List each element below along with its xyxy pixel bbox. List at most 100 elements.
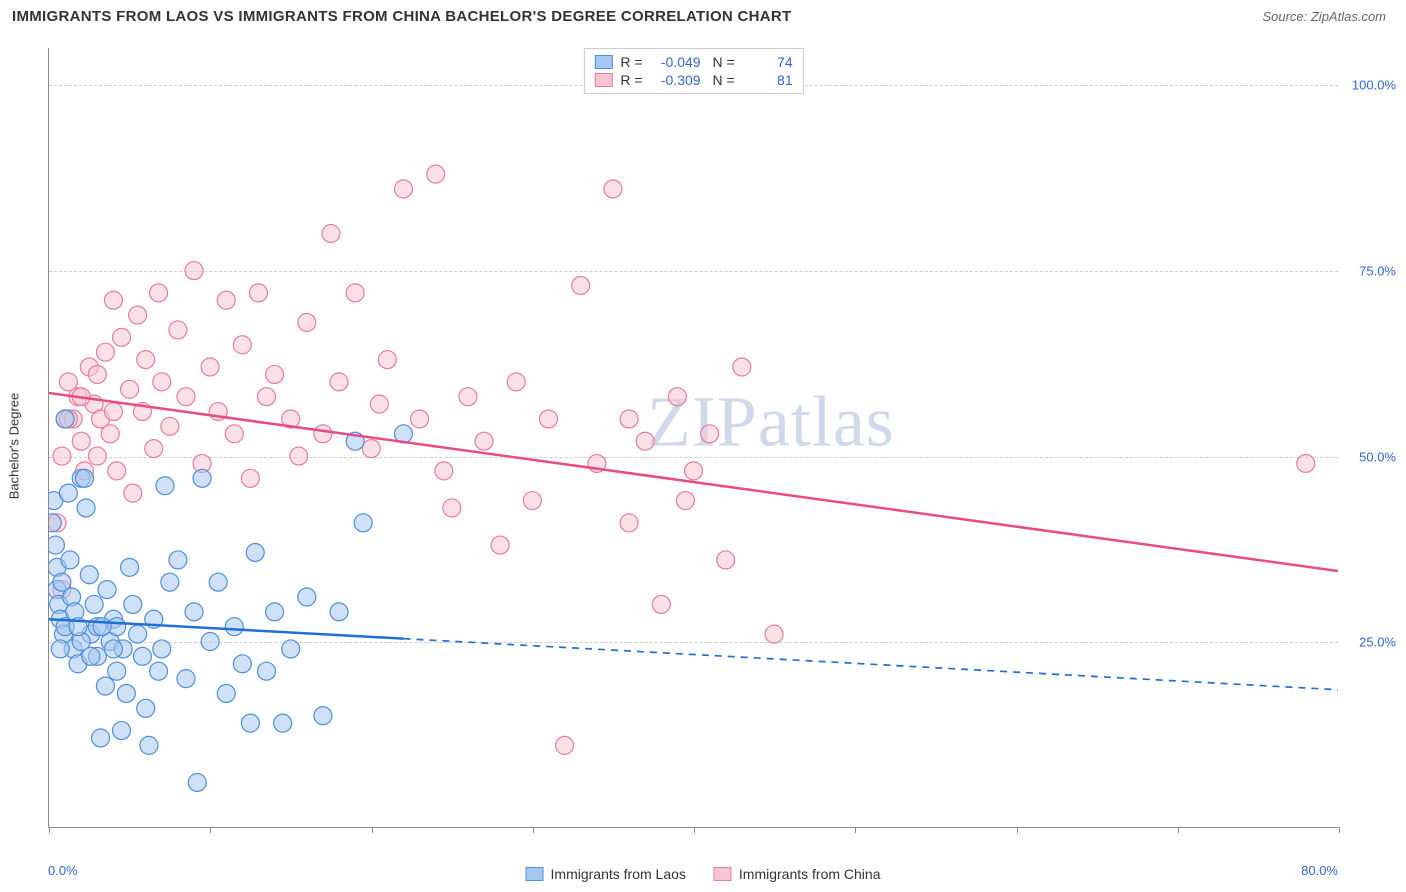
data-point	[49, 514, 61, 532]
data-point	[362, 440, 380, 458]
data-point	[427, 165, 445, 183]
data-point	[61, 551, 79, 569]
x-tick	[855, 827, 856, 833]
data-point	[765, 625, 783, 643]
data-point	[85, 595, 103, 613]
series-legend: Immigrants from Laos Immigrants from Chi…	[526, 866, 881, 882]
data-point	[733, 358, 751, 376]
data-point	[161, 417, 179, 435]
data-point	[82, 647, 100, 665]
x-tick	[1017, 827, 1018, 833]
data-point	[117, 684, 135, 702]
data-point	[161, 573, 179, 591]
data-point	[169, 321, 187, 339]
swatch-laos	[594, 55, 612, 69]
data-point	[49, 536, 64, 554]
data-point	[298, 588, 316, 606]
data-point	[1297, 454, 1315, 472]
data-point	[274, 714, 292, 732]
data-point	[96, 677, 114, 695]
data-point	[298, 314, 316, 332]
data-point	[121, 558, 139, 576]
data-point	[258, 388, 276, 406]
data-point	[145, 440, 163, 458]
data-point	[51, 640, 69, 658]
data-point	[153, 640, 171, 658]
data-point	[88, 365, 106, 383]
data-point	[113, 722, 131, 740]
data-point	[411, 410, 429, 428]
swatch-china	[594, 73, 612, 87]
x-tick	[49, 827, 50, 833]
data-point	[330, 373, 348, 391]
x-axis-min-label: 0.0%	[48, 863, 78, 878]
data-point	[225, 425, 243, 443]
data-point	[394, 180, 412, 198]
data-point	[233, 655, 251, 673]
data-point	[133, 647, 151, 665]
legend-item-laos: Immigrants from Laos	[526, 866, 686, 882]
data-point	[266, 603, 284, 621]
data-point	[193, 469, 211, 487]
data-point	[201, 358, 219, 376]
data-point	[668, 388, 686, 406]
data-point	[378, 351, 396, 369]
data-point	[217, 291, 235, 309]
data-point	[249, 284, 267, 302]
data-point	[539, 410, 557, 428]
data-point	[108, 662, 126, 680]
data-point	[246, 544, 264, 562]
data-point	[314, 707, 332, 725]
data-point	[137, 699, 155, 717]
data-point	[443, 499, 461, 517]
x-axis-max-label: 80.0%	[1301, 863, 1338, 878]
swatch-laos-2	[526, 867, 544, 881]
r-value-china: -0.309	[651, 72, 701, 88]
data-point	[491, 536, 509, 554]
data-point	[241, 469, 259, 487]
data-point	[75, 469, 93, 487]
regression-line-extrapolated	[403, 639, 1338, 690]
data-point	[314, 425, 332, 443]
data-point	[92, 729, 110, 747]
data-point	[233, 336, 251, 354]
data-point	[266, 365, 284, 383]
data-point	[104, 291, 122, 309]
x-tick	[210, 827, 211, 833]
legend-label-laos: Immigrants from Laos	[551, 866, 686, 882]
data-point	[322, 224, 340, 242]
data-point	[354, 514, 372, 532]
data-point	[620, 410, 638, 428]
data-point	[290, 447, 308, 465]
data-point	[153, 373, 171, 391]
data-point	[370, 395, 388, 413]
data-point	[98, 581, 116, 599]
data-point	[188, 773, 206, 791]
data-point	[435, 462, 453, 480]
data-point	[101, 425, 119, 443]
n-value-china: 81	[743, 72, 793, 88]
data-point	[572, 276, 590, 294]
data-point	[77, 499, 95, 517]
data-point	[556, 736, 574, 754]
data-point	[241, 714, 259, 732]
data-point	[140, 736, 158, 754]
data-point	[104, 403, 122, 421]
data-point	[258, 662, 276, 680]
data-point	[113, 328, 131, 346]
data-point	[177, 388, 195, 406]
r-value-laos: -0.049	[651, 54, 701, 70]
legend-item-china: Immigrants from China	[714, 866, 881, 882]
source-attribution: Source: ZipAtlas.com	[1262, 9, 1386, 24]
data-point	[225, 618, 243, 636]
data-point	[604, 180, 622, 198]
data-point	[346, 284, 364, 302]
data-point	[129, 306, 147, 324]
data-point	[80, 566, 98, 584]
data-point	[93, 618, 111, 636]
data-point	[523, 492, 541, 510]
data-point	[459, 388, 477, 406]
data-point	[201, 633, 219, 651]
data-point	[150, 284, 168, 302]
data-point	[150, 662, 168, 680]
